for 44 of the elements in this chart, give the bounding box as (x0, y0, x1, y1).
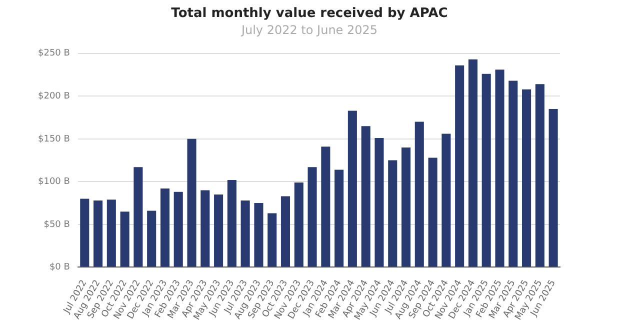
bar (468, 59, 478, 267)
bar (227, 180, 236, 267)
y-tick-label: $50 B (44, 220, 70, 230)
chart-title: Total monthly value received by APAC (170, 6, 449, 21)
bar (240, 200, 250, 267)
chart-subtitle: July 2022 to June 2025 (240, 23, 379, 37)
bar (442, 134, 451, 267)
bar (495, 70, 504, 267)
bar (200, 190, 210, 267)
bar (508, 80, 518, 267)
bar (214, 194, 224, 267)
bar (106, 200, 116, 267)
bar (401, 147, 411, 267)
bar (522, 89, 532, 267)
bar (174, 192, 183, 267)
bar (120, 212, 130, 267)
bar (388, 160, 398, 267)
bar (348, 110, 357, 267)
bar (334, 170, 344, 267)
y-tick-label: $150 B (38, 134, 70, 144)
bar (134, 167, 143, 267)
bar (268, 213, 277, 267)
bar (535, 84, 544, 267)
bar (80, 198, 90, 267)
bar (294, 182, 304, 267)
bar (308, 167, 317, 267)
bar (548, 108, 558, 267)
bar (254, 203, 264, 267)
bar (374, 138, 384, 267)
y-tick-label: $250 B (38, 48, 70, 59)
bar (280, 196, 290, 267)
y-tick-label: $200 B (38, 92, 70, 102)
bar (147, 210, 156, 267)
bar (455, 65, 464, 267)
bar (160, 188, 170, 267)
bar (428, 158, 438, 267)
bar (94, 200, 103, 267)
bar (187, 138, 196, 267)
y-tick-label: $100 B (38, 177, 70, 188)
bar (361, 126, 370, 267)
bar (414, 122, 424, 267)
bar (321, 146, 330, 267)
bar (482, 74, 491, 267)
y-tick-label: $0 B (49, 262, 70, 273)
